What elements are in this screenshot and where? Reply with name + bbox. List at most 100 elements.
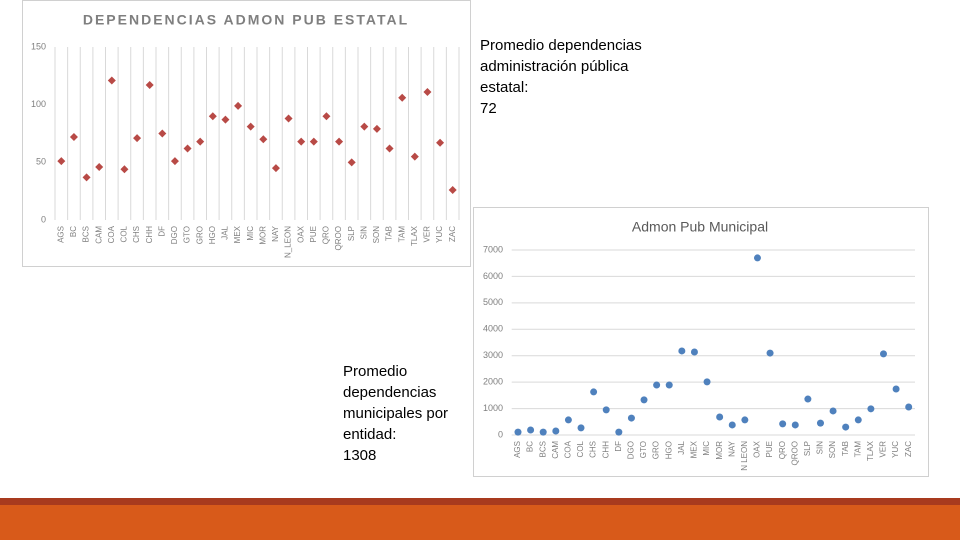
x-tick-label: MEX — [233, 225, 242, 243]
point — [107, 76, 116, 85]
point — [728, 421, 736, 429]
chart-title: Admon Pub Municipal — [632, 219, 768, 235]
y-tick-label: 3000 — [483, 350, 503, 360]
x-tick-label: SON — [372, 226, 381, 244]
x-tick-label: MOR — [715, 441, 724, 460]
note-value: 72 — [480, 100, 497, 117]
point — [539, 428, 547, 436]
x-tick-label: YUC — [891, 441, 900, 458]
point — [905, 403, 913, 411]
x-tick-label: AGS — [513, 441, 522, 458]
x-tick-label: SON — [828, 441, 837, 459]
point — [577, 424, 585, 432]
x-tick-label: GTO — [183, 226, 192, 243]
x-tick-label: CAM — [94, 226, 103, 244]
point — [82, 173, 91, 182]
note-value: 1308 — [343, 447, 377, 464]
point — [564, 416, 572, 424]
point — [322, 112, 331, 121]
point — [879, 350, 887, 358]
footer-band — [0, 505, 960, 540]
x-tick-label: QRO — [778, 441, 787, 459]
x-tick-label: DGO — [170, 226, 179, 244]
point — [436, 138, 445, 147]
x-tick-label: OAX — [296, 225, 305, 243]
note-label: Promedio dependencias municipales por en… — [343, 363, 449, 443]
point — [335, 137, 344, 146]
point — [410, 152, 419, 161]
point — [741, 416, 749, 424]
x-tick-label: QROO — [334, 226, 343, 250]
x-tick-label: MIC — [246, 226, 255, 241]
x-tick-label: N LEON — [740, 441, 749, 471]
point — [791, 421, 799, 429]
note-label: Promedio dependencias administración púb… — [480, 37, 642, 96]
x-tick-label: HGO — [208, 226, 217, 244]
x-tick-label: CHS — [132, 226, 141, 243]
x-tick-label: QROO — [790, 441, 799, 465]
x-tick-label: HGO — [664, 441, 673, 459]
point — [69, 132, 78, 141]
point — [590, 388, 598, 396]
point — [133, 134, 142, 143]
x-tick-label: TLAX — [866, 440, 875, 461]
x-tick-label: CHH — [601, 441, 610, 459]
x-tick-label: YUC — [435, 226, 444, 243]
y-tick-label: 0 — [41, 214, 46, 224]
point — [665, 381, 673, 389]
point — [615, 428, 623, 436]
x-tick-label: COA — [564, 440, 573, 458]
x-tick-label: PUE — [765, 441, 774, 457]
point — [120, 165, 129, 174]
point — [297, 137, 306, 146]
point — [892, 385, 900, 393]
point — [385, 144, 394, 153]
x-tick-label: TLAX — [410, 225, 419, 246]
point — [372, 124, 381, 133]
x-tick-label: SLP — [347, 226, 356, 241]
x-tick-label: GTO — [639, 441, 648, 458]
point — [208, 112, 217, 121]
point — [423, 87, 432, 96]
y-tick-label: 7000 — [483, 244, 503, 254]
chart-title: DEPENDENCIAS ADMON PUB ESTATAL — [83, 12, 409, 28]
x-tick-label: CAM — [551, 441, 560, 459]
point — [514, 428, 522, 436]
y-tick-label: 2000 — [483, 377, 503, 387]
point — [246, 122, 255, 131]
point — [57, 157, 66, 166]
x-tick-label: ZAC — [448, 226, 457, 242]
point — [753, 254, 761, 262]
point — [347, 158, 356, 167]
y-tick-label: 5000 — [483, 297, 503, 307]
point — [653, 381, 661, 389]
x-tick-label: SIN — [359, 226, 368, 240]
x-tick-label: BC — [69, 226, 78, 237]
point — [829, 407, 837, 415]
point — [678, 347, 686, 355]
x-tick-label: TAM — [853, 441, 862, 458]
point — [398, 93, 407, 102]
x-tick-label: COA — [107, 225, 116, 243]
point — [183, 144, 192, 153]
footer-line — [0, 498, 960, 505]
y-tick-label: 100 — [31, 99, 46, 109]
point — [145, 81, 154, 90]
x-tick-label: DGO — [627, 441, 636, 459]
x-tick-label: GRO — [652, 441, 661, 459]
x-tick-label: MOR — [258, 226, 267, 245]
x-tick-label: CHS — [589, 441, 598, 458]
x-tick-label: CHH — [145, 226, 154, 244]
y-tick-label: 50 — [36, 157, 46, 167]
x-tick-label: OAX — [753, 440, 762, 458]
point — [309, 137, 318, 146]
point — [170, 157, 179, 166]
y-tick-label: 6000 — [483, 271, 503, 281]
point — [867, 405, 875, 413]
x-tick-label: JAL — [221, 225, 230, 239]
point — [271, 164, 280, 173]
x-tick-label: VER — [879, 441, 888, 458]
x-tick-label: GRO — [195, 226, 204, 244]
x-tick-label: N_LEON — [284, 226, 293, 258]
